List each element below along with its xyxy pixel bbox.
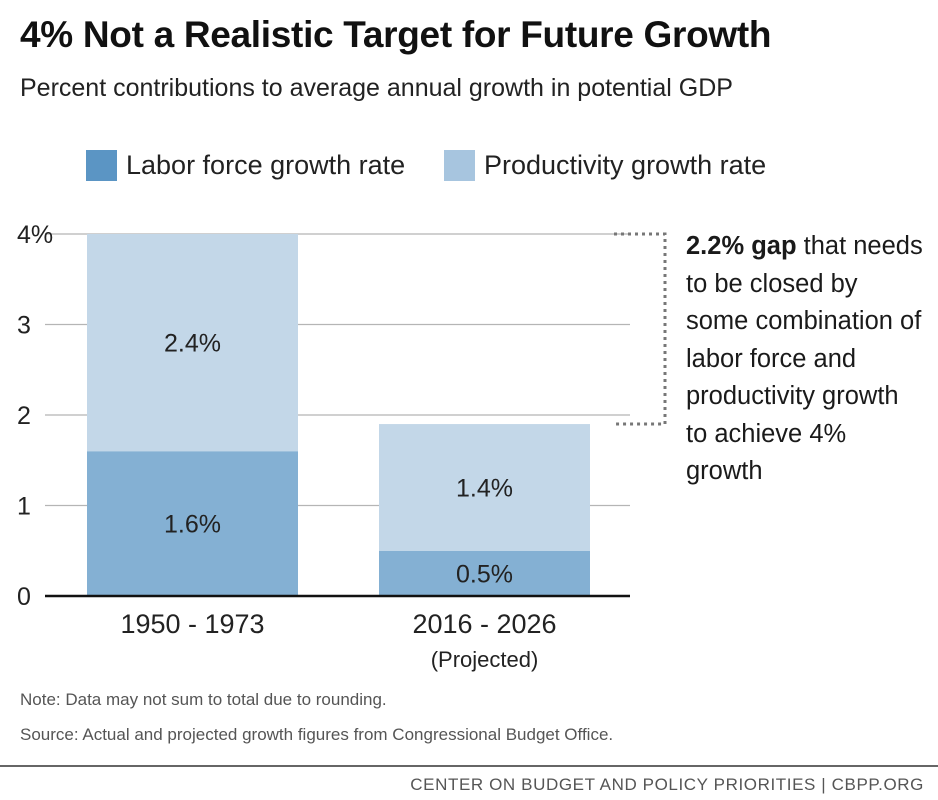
source-text: Source: Actual and projected growth figu… — [20, 725, 614, 744]
legend-item-productivity: Productivity growth rate — [444, 150, 766, 181]
chart-title: 4% Not a Realistic Target for Future Gro… — [20, 14, 772, 55]
y-tick-label-1: 1 — [17, 493, 31, 521]
y-tick-label-2: 2 — [17, 402, 31, 430]
bar-0-productivity-growth-rate — [87, 234, 298, 452]
bar-0-labor-force-growth-rate — [87, 451, 298, 596]
note-text: Note: Data may not sum to total due to r… — [20, 690, 387, 709]
y-tick-label-0: 0 — [17, 583, 31, 611]
x-tick-sublabel: (Projected) — [431, 647, 539, 672]
legend-swatch-labor-force — [86, 150, 117, 181]
gap-annotation-bold: 2.2% gap — [686, 232, 797, 260]
bar-value-label: 1.6% — [164, 511, 221, 539]
x-tick-label: 2016 - 2026 — [412, 609, 556, 639]
bar-value-label: 1.4% — [456, 474, 513, 502]
legend-item-labor-force: Labor force growth rate — [86, 150, 405, 181]
gap-bracket — [614, 232, 667, 426]
bar-1-labor-force-growth-rate — [379, 550, 590, 596]
bar-1-productivity-growth-rate — [379, 424, 590, 551]
footer-credit: CENTER ON BUDGET AND POLICY PRIORITIES |… — [410, 775, 924, 794]
footer-divider — [0, 765, 938, 767]
y-tick-label-4: 4% — [17, 221, 53, 249]
bar-value-label: 2.4% — [164, 330, 221, 358]
stacked-bar-chart: 0 1 2 3 4% 1.6% 2.4% 1950 - 1973 0.5% 1.4% 2016 - … — [17, 221, 667, 672]
bar-value-label: 0.5% — [456, 560, 513, 588]
legend-label-productivity: Productivity growth rate — [484, 150, 767, 180]
gap-annotation: 2.2% gap that needs to be closed by some… — [686, 228, 926, 491]
y-tick-label-3: 3 — [17, 312, 31, 340]
chart-subtitle: Percent contributions to average annual … — [20, 74, 733, 102]
gap-annotation-text: that needs to be closed by some combinat… — [686, 232, 923, 485]
legend-swatch-productivity — [444, 150, 475, 181]
legend-label-labor-force: Labor force growth rate — [126, 150, 406, 180]
x-tick-label: 1950 - 1973 — [120, 609, 264, 639]
